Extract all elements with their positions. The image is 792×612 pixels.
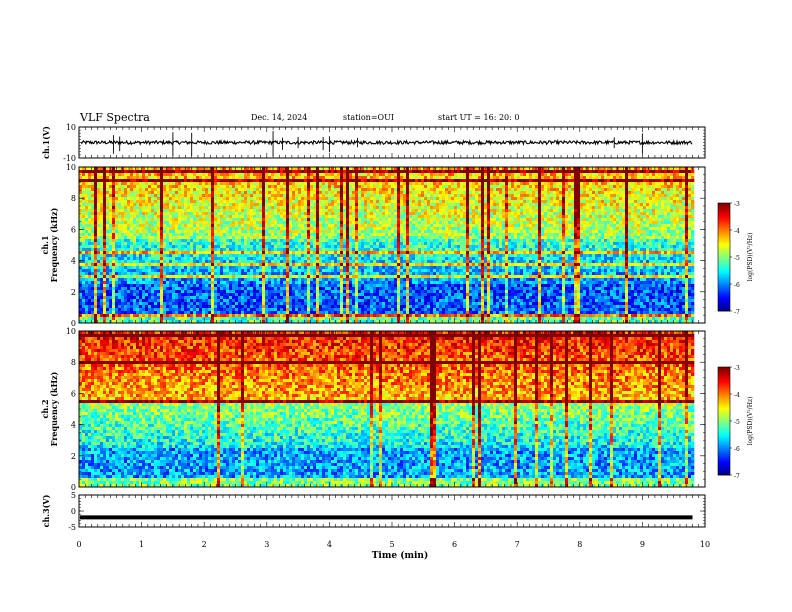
colorbar-tick-label: -4 (734, 392, 740, 399)
date-label: Dec. 14, 2024 (251, 113, 307, 122)
y-tick-label: 0 (71, 507, 76, 516)
x-tick-label: 9 (640, 540, 645, 549)
y-tick-label: -5 (68, 523, 76, 532)
colorbar-tick-label: -7 (734, 473, 740, 480)
x-tick-label: 0 (76, 540, 81, 549)
x-tick-label: 1 (139, 540, 144, 549)
x-tick-label: 5 (389, 540, 394, 549)
colorbar-tick-label: -6 (734, 446, 740, 453)
y-tick-label: -10 (63, 154, 76, 163)
y-tick-label: 6 (71, 225, 76, 234)
spectrogram-cells (79, 167, 694, 323)
y-axis-label: Frequency (kHz) (49, 371, 59, 446)
ch3-waveform-panel: 50-5ch.3(V)0 1 2 3 4 5 6 7 8 9 10 (41, 491, 710, 549)
y-tick-label: 10 (66, 123, 76, 132)
y-tick-label: 10 (66, 163, 76, 172)
y-axis-label: Frequency (kHz) (49, 207, 59, 282)
spectrogram-cells (79, 331, 694, 487)
colorbars: -3 -4 -5 -6 -7 log(PSD)(V²/Hz) -3 -4 -5 -6 -7 log(P… (718, 201, 754, 480)
station-label: station=OUI (343, 113, 394, 122)
x-tick-label: 4 (327, 540, 332, 549)
y-axis-label: ch.1(V) (41, 126, 51, 159)
figure-title: VLF Spectra (80, 111, 150, 124)
colorbar-tick-label: -6 (734, 282, 740, 289)
vlf-figure: 10-10ch.1(V) 0246810ch.1 Frequency (kHz) … (0, 0, 792, 612)
colorbar-tick-label: -7 (734, 309, 740, 316)
start-time-label: start UT = 16: 20: 0 (438, 113, 519, 122)
x-tick-label: 3 (264, 540, 269, 549)
colorbar-tick-label: -4 (734, 228, 740, 235)
ch1-waveform-panel: 10 -10 ch.1(V) (41, 123, 705, 163)
y-axis-label: ch.3(V) (41, 494, 51, 527)
colorbar: -3 -4 -5 -6 -7 log(PSD)(V²/Hz) (718, 201, 754, 316)
colorbar-tick-label: -5 (734, 419, 740, 426)
colorbar-tick-label: -3 (734, 365, 740, 372)
x-tick-label: 10 (700, 540, 710, 549)
x-tick-label: 8 (577, 540, 582, 549)
y-tick-label: 8 (71, 194, 76, 203)
colorbar-label: log(PSD)(V²/Hz) (747, 397, 754, 446)
y-tick-label: 4 (71, 421, 76, 430)
y-tick-label: 6 (71, 389, 76, 398)
x-tick-label: 6 (452, 540, 457, 549)
y-tick-label: 5 (71, 491, 76, 500)
y-tick-label: 2 (71, 288, 76, 297)
colorbar-label: log(PSD)(V²/Hz) (747, 233, 754, 282)
y-tick-label: 10 (66, 327, 76, 336)
colorbar-tick-label: -5 (734, 255, 740, 262)
y-tick-label: 2 (71, 452, 76, 461)
colorbar: -3 -4 -5 -6 -7 log(PSD)(V²/Hz) (718, 365, 754, 480)
x-axis-label: Time (min) (372, 550, 429, 561)
y-tick-label: 8 (71, 358, 76, 367)
y-tick-label: 4 (71, 257, 76, 266)
colorbar-tick-label: -3 (734, 201, 740, 208)
x-tick-label: 2 (202, 540, 207, 549)
x-tick-label: 7 (515, 540, 520, 549)
